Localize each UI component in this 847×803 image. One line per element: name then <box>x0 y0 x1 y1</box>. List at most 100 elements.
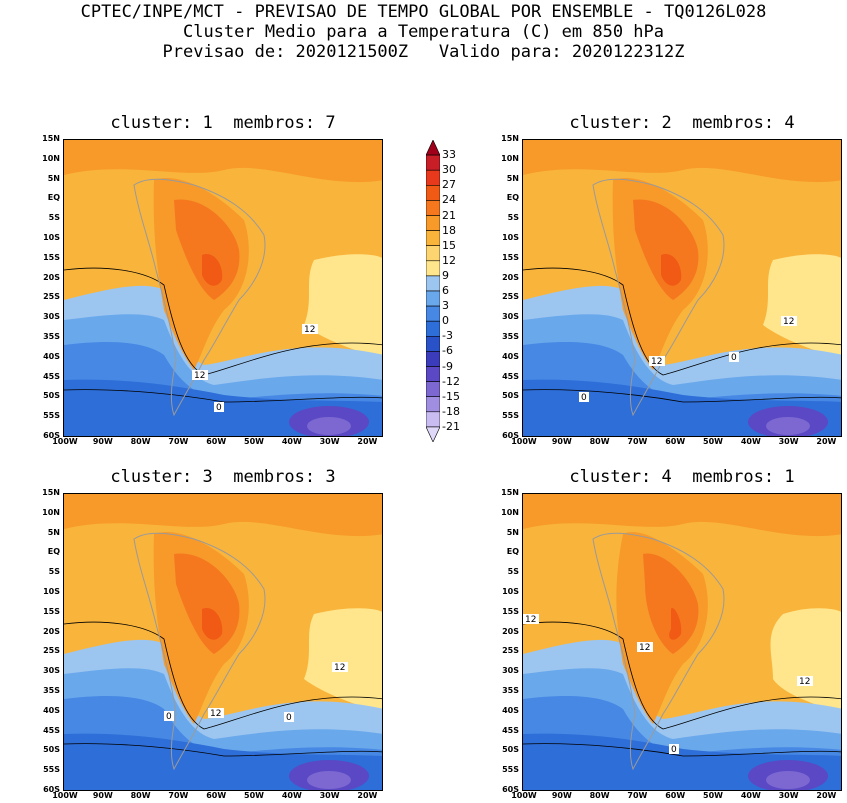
panel-2-title: cluster: 2 membros: 4 <box>569 113 795 133</box>
colorbar-swatch <box>425 184 441 201</box>
colorbar-swatch <box>425 336 441 352</box>
contour-label: 12 <box>208 708 224 719</box>
lat-tick-label: 10S <box>43 233 60 242</box>
lat-tick-label: 40S <box>502 351 519 361</box>
svg-text:0: 0 <box>216 403 222 413</box>
lat-tick-label: 10N <box>42 507 60 517</box>
main-title-line1: CPTEC/INPE/MCT - PREVISAO DE TEMPO GLOBA… <box>80 2 767 22</box>
colorbar-swatch <box>425 275 441 292</box>
map-panel-cluster-3: 12 12 0 0 <box>63 493 383 791</box>
lat-tick-label: 10N <box>42 153 60 163</box>
lat-tick-label: 5S <box>507 213 519 223</box>
colorbar-label: 21 <box>442 208 456 222</box>
lat-tick-label: 25S <box>502 292 519 302</box>
colorbar-label: 9 <box>442 268 449 282</box>
lon-tick-label: 70W <box>627 791 648 800</box>
svg-text:12: 12 <box>799 677 810 687</box>
lon-tick-label: 60W <box>665 437 686 446</box>
svg-text:12: 12 <box>525 615 536 625</box>
lat-tick-label: 15N <box>501 134 519 143</box>
lat-tick-label: 15S <box>43 606 60 616</box>
contour-label: 0 <box>669 744 679 755</box>
lon-tick-label: 70W <box>627 437 648 446</box>
lat-tick-label: 5S <box>48 567 60 577</box>
svg-text:0: 0 <box>286 713 292 723</box>
lon-tick-label: 20W <box>816 437 837 446</box>
lat-tick-label: 20S <box>43 272 60 282</box>
colorbar-label: -6 <box>442 344 453 358</box>
lat-tick-label: 5N <box>506 173 519 183</box>
lon-tick-label: 30W <box>319 791 340 800</box>
lon-tick-label: 70W <box>168 791 189 800</box>
lon-tick-label: 40W <box>281 437 302 446</box>
lon-tick-label: 100W <box>511 791 537 800</box>
lon-tick-label: 100W <box>52 437 78 446</box>
colorbar-label: -18 <box>442 404 460 418</box>
lat-tick-label: 10S <box>43 587 60 596</box>
lat-tick-label: 35S <box>43 332 60 341</box>
lat-tick-label: 45S <box>502 725 519 735</box>
lon-tick-label: 80W <box>589 437 610 446</box>
lat-tick-label: 55S <box>502 765 519 775</box>
lat-tick-label: 15N <box>42 488 60 497</box>
lon-tick-label: 60W <box>206 791 227 800</box>
lat-tick-label: 10N <box>501 153 519 163</box>
colorbar-swatch <box>425 320 441 337</box>
svg-text:0: 0 <box>581 393 587 403</box>
colorbar-swatch <box>425 215 441 231</box>
lon-tick-label: 60W <box>665 791 686 800</box>
lat-tick-label: 40S <box>502 705 519 715</box>
svg-text:12: 12 <box>783 317 794 327</box>
lat-tick-label: 35S <box>502 332 519 341</box>
svg-text:12: 12 <box>651 357 662 367</box>
map-panel-cluster-2: 12 12 0 0 <box>522 139 842 437</box>
lon-tick-label: 20W <box>357 437 378 446</box>
contour-label: 12 <box>302 324 318 335</box>
colorbar-label: 3 <box>442 299 449 313</box>
lat-tick-label: 25S <box>43 646 60 656</box>
colorbar-swatch <box>425 230 441 246</box>
lon-tick-label: 80W <box>130 437 151 446</box>
lat-tick-label: 60S <box>502 785 519 794</box>
lat-tick-label: 20S <box>43 626 60 636</box>
lat-tick-label: 50S <box>502 391 519 401</box>
lat-tick-label: 40S <box>43 705 60 715</box>
panel-3-title: cluster: 3 membros: 3 <box>110 467 336 487</box>
svg-text:12: 12 <box>194 371 205 381</box>
colorbar-label: -15 <box>442 389 460 403</box>
lat-tick-label: 25S <box>502 646 519 656</box>
svg-text:0: 0 <box>166 712 172 722</box>
svg-text:12: 12 <box>334 663 345 673</box>
colorbar-label: 6 <box>442 284 449 297</box>
lon-tick-label: 100W <box>511 437 537 446</box>
colorbar-swatch <box>425 411 441 428</box>
map-panel-cluster-4: 12 12 12 0 <box>522 493 842 791</box>
colorbar-swatch <box>425 305 441 322</box>
lat-tick-label: 50S <box>43 745 60 755</box>
lat-tick-label: 15N <box>42 134 60 143</box>
lat-tick-label: 10S <box>502 233 519 242</box>
lat-tick-label: 35S <box>502 686 519 695</box>
contour-label: 0 <box>729 352 739 363</box>
lat-tick-label: 55S <box>43 411 60 421</box>
lat-tick-label: 15N <box>501 488 519 497</box>
lon-tick-label: 40W <box>740 437 761 446</box>
lat-tick-label: 20S <box>502 272 519 282</box>
contour-label: 12 <box>637 642 653 653</box>
lat-tick-label: 30S <box>43 666 60 676</box>
lat-tick-label: 60S <box>43 431 60 440</box>
lat-tick-label: 10S <box>502 587 519 596</box>
colorbar-label: 0 <box>442 314 449 328</box>
contour-label: 12 <box>192 370 208 381</box>
lat-tick-label: 45S <box>502 371 519 381</box>
lon-tick-label: 30W <box>778 791 799 800</box>
lat-tick-label: 25S <box>43 292 60 302</box>
contour-label: 12 <box>797 676 813 687</box>
colorbar-swatch <box>425 154 441 171</box>
colorbar-label: 15 <box>442 238 456 252</box>
contour-label: 12 <box>523 614 539 625</box>
contour-label: 0 <box>164 711 174 722</box>
lon-tick-label: 20W <box>816 791 837 800</box>
contour-label: 12 <box>332 662 348 673</box>
lat-tick-label: 35S <box>43 686 60 695</box>
